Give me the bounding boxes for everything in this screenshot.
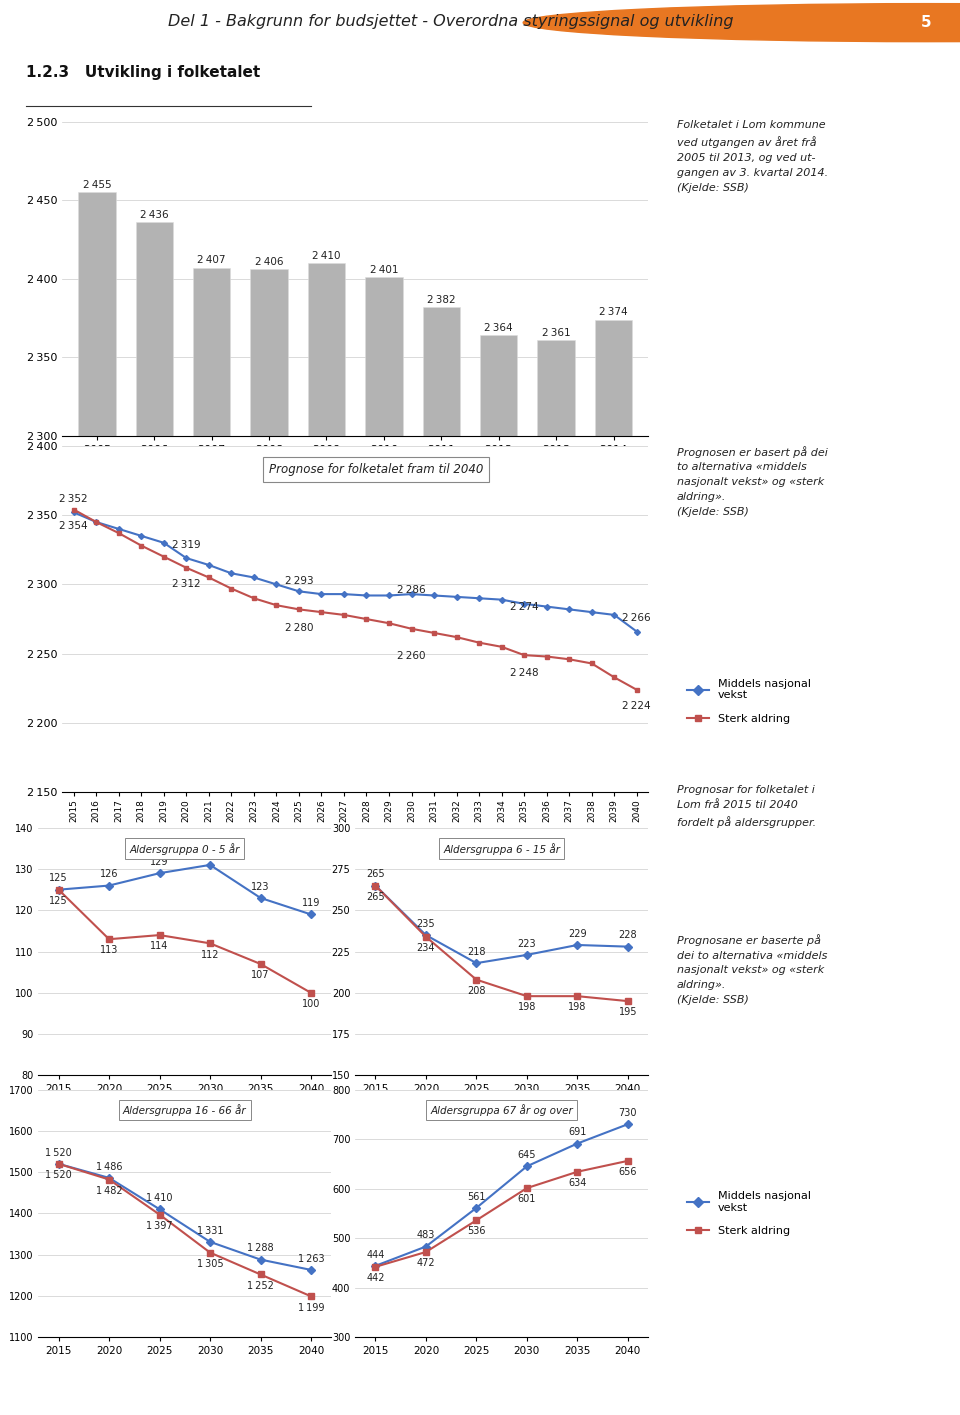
Bar: [251, 269, 288, 1415]
Text: 198: 198: [568, 1002, 587, 1012]
Text: 2 374: 2 374: [599, 307, 628, 317]
Text: 1 482: 1 482: [96, 1186, 122, 1196]
Text: 125: 125: [49, 873, 68, 883]
Text: 100: 100: [301, 999, 321, 1009]
Text: 1 263: 1 263: [298, 1254, 324, 1264]
Text: 228: 228: [618, 931, 637, 941]
Text: 2 436: 2 436: [140, 209, 169, 219]
Text: 691: 691: [568, 1128, 587, 1138]
Text: 730: 730: [618, 1108, 637, 1118]
Text: 2 382: 2 382: [427, 294, 456, 304]
Text: 114: 114: [151, 941, 169, 951]
Text: Aldersgruppa 16 - 66 år: Aldersgruppa 16 - 66 år: [123, 1104, 247, 1116]
Text: 112: 112: [201, 949, 219, 959]
Text: 2 407: 2 407: [198, 255, 226, 266]
Text: 123: 123: [252, 882, 270, 891]
Text: 601: 601: [517, 1194, 536, 1204]
Text: 2 274: 2 274: [510, 603, 539, 613]
Text: Prognosen er basert på dei
to alternativa «middels
nasjonalt vekst» og «sterk
al: Prognosen er basert på dei to alternativ…: [677, 446, 828, 516]
Bar: [595, 320, 633, 1415]
Text: 107: 107: [252, 971, 270, 981]
Text: 1 486: 1 486: [96, 1162, 122, 1172]
Bar: [78, 192, 115, 1415]
Text: 2 286: 2 286: [397, 586, 426, 596]
Bar: [538, 340, 575, 1415]
Text: 634: 634: [568, 1177, 587, 1189]
Text: Prognosar for folketalet i
Lom frå 2015 til 2040
fordelt på aldersgrupper.: Prognosar for folketalet i Lom frå 2015 …: [677, 785, 816, 828]
Text: 218: 218: [468, 947, 486, 957]
Text: 1 520: 1 520: [45, 1170, 72, 1180]
Text: Prognose for folketalet fram til 2040: Prognose for folketalet fram til 2040: [269, 463, 483, 475]
Text: 2 319: 2 319: [172, 539, 201, 549]
Text: 1 397: 1 397: [146, 1221, 173, 1231]
Text: 2 266: 2 266: [622, 613, 651, 623]
Text: 195: 195: [618, 1007, 637, 1017]
Text: 483: 483: [417, 1231, 435, 1241]
Bar: [308, 263, 346, 1415]
Bar: [193, 267, 230, 1415]
Text: 1.2.3   Utvikling i folketalet: 1.2.3 Utvikling i folketalet: [26, 65, 260, 79]
Text: 1 305: 1 305: [197, 1259, 224, 1269]
Text: Aldersgruppa 6 - 15 år: Aldersgruppa 6 - 15 år: [444, 842, 560, 855]
Text: 2 352: 2 352: [60, 494, 88, 504]
Text: 2 312: 2 312: [172, 579, 201, 589]
Text: 265: 265: [366, 891, 385, 901]
Text: 656: 656: [618, 1167, 637, 1177]
Text: 1 288: 1 288: [248, 1244, 274, 1254]
Text: 2 224: 2 224: [622, 700, 651, 710]
Text: 1 199: 1 199: [298, 1302, 324, 1313]
Text: Folketalet i Lom kommune
ved utgangen av året frå
2005 til 2013, og ved ut-
gang: Folketalet i Lom kommune ved utgangen av…: [677, 120, 828, 192]
Bar: [480, 335, 517, 1415]
Legend: Middels nasjonal
vekst, Sterk aldring: Middels nasjonal vekst, Sterk aldring: [683, 675, 815, 729]
Text: Aldersgruppa 67 år og over: Aldersgruppa 67 år og over: [430, 1104, 573, 1116]
Text: 234: 234: [417, 942, 435, 952]
Text: 444: 444: [366, 1249, 385, 1259]
Text: 645: 645: [517, 1150, 536, 1160]
Text: 2 354: 2 354: [60, 521, 88, 531]
Bar: [422, 307, 460, 1415]
Text: 1 410: 1 410: [146, 1193, 173, 1203]
Text: 265: 265: [366, 869, 385, 879]
Text: 113: 113: [100, 945, 118, 955]
Circle shape: [523, 4, 960, 41]
Text: 229: 229: [568, 928, 587, 938]
Text: 2 406: 2 406: [254, 258, 283, 267]
Text: 131: 131: [201, 849, 219, 859]
Legend: Middels nasjonal
vekst, Sterk aldring: Middels nasjonal vekst, Sterk aldring: [683, 1187, 815, 1241]
Text: 1 331: 1 331: [197, 1225, 224, 1235]
Text: Aldersgruppa 0 - 5 år: Aldersgruppa 0 - 5 år: [130, 842, 240, 855]
Text: 2 248: 2 248: [510, 668, 539, 678]
Text: 2 260: 2 260: [397, 651, 425, 661]
Text: 2 293: 2 293: [284, 576, 313, 586]
Text: 561: 561: [468, 1191, 486, 1201]
Text: 1 252: 1 252: [247, 1281, 274, 1290]
Text: 2 455: 2 455: [83, 180, 111, 190]
Text: 536: 536: [468, 1227, 486, 1237]
Text: 119: 119: [301, 899, 321, 908]
Text: 472: 472: [417, 1258, 435, 1268]
Text: 2 280: 2 280: [285, 623, 313, 634]
Text: 2 410: 2 410: [312, 250, 341, 260]
Text: 223: 223: [517, 938, 536, 948]
Text: 126: 126: [100, 869, 118, 879]
Text: 198: 198: [517, 1002, 536, 1012]
Text: 2 364: 2 364: [485, 323, 513, 333]
Text: 1 520: 1 520: [45, 1148, 72, 1157]
Text: 125: 125: [49, 896, 68, 906]
Text: 129: 129: [151, 857, 169, 867]
Text: 235: 235: [417, 918, 435, 928]
Text: Del 1 - Bakgrunn for budsjettet - Overordna styringssignal og utvikling: Del 1 - Bakgrunn for budsjettet - Overor…: [168, 14, 734, 30]
Text: Prognosane er baserte på
dei to alternativa «middels
nasjonalt vekst» og «sterk
: Prognosane er baserte på dei to alternat…: [677, 934, 828, 1005]
Text: 5: 5: [921, 16, 932, 30]
Text: 2 401: 2 401: [370, 265, 398, 275]
Text: 208: 208: [468, 986, 486, 996]
Bar: [365, 277, 402, 1415]
Text: 442: 442: [366, 1274, 385, 1283]
Bar: [135, 222, 173, 1415]
Text: 2 361: 2 361: [541, 328, 570, 338]
